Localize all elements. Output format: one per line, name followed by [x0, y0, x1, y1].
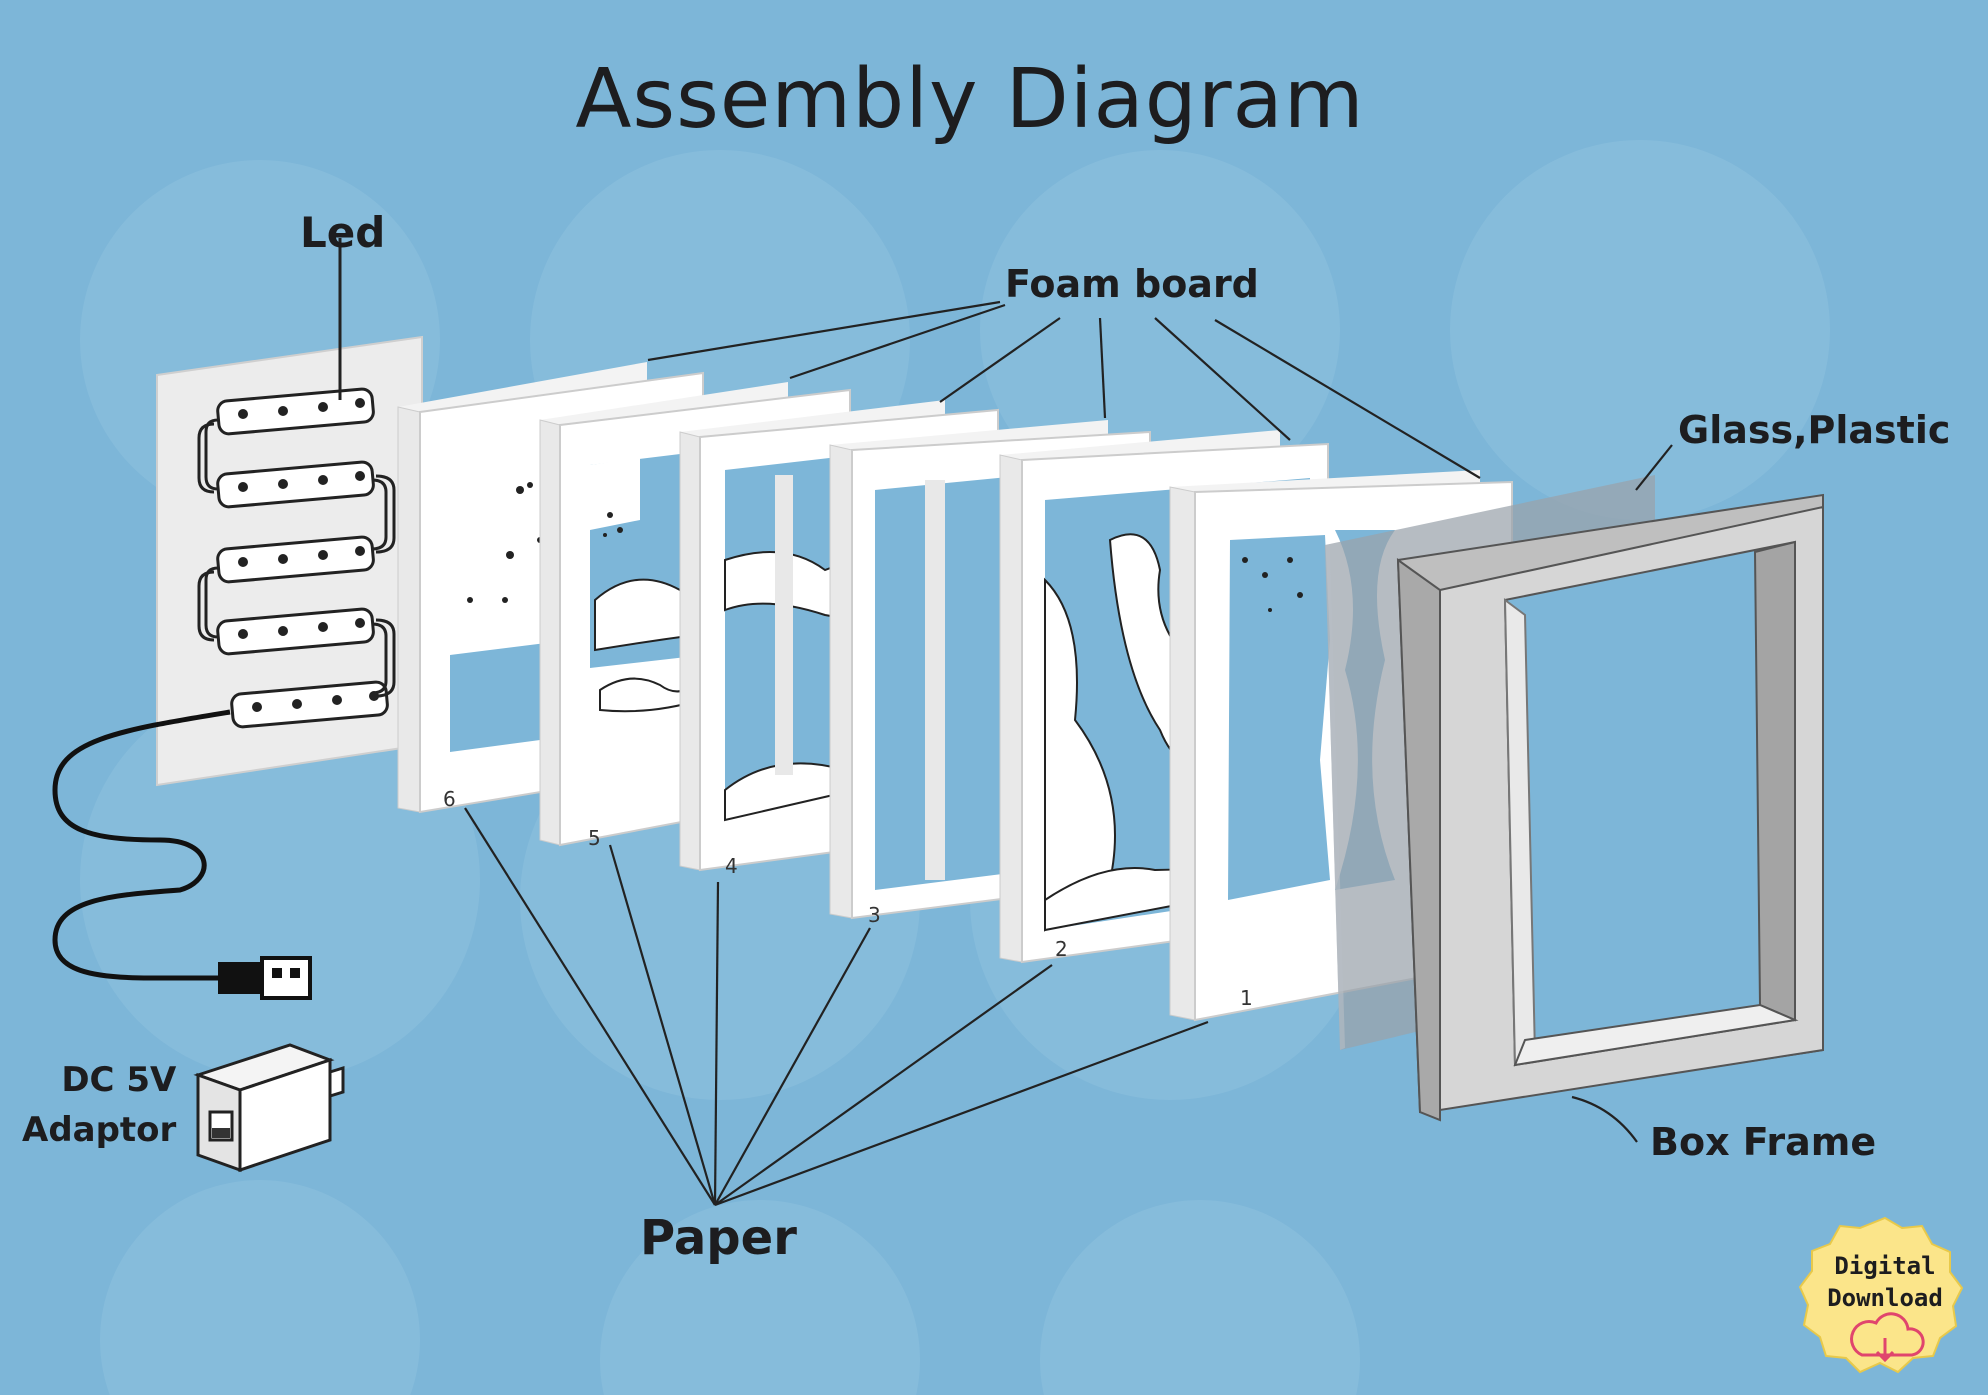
paper-number-1: 1: [1240, 986, 1253, 1010]
led-strips: [216, 387, 389, 729]
usb-plug-icon: [218, 956, 312, 1000]
box-frame-leader-line: [1571, 1095, 1638, 1143]
paper-number-2: 2: [1055, 937, 1068, 961]
digital-download-badge: [1798, 1216, 1964, 1374]
foam-board-leader-lines: [647, 300, 1481, 479]
led-dots: [238, 398, 379, 712]
led-panel: [156, 238, 423, 787]
adaptor-label-line1: DC 5V: [61, 1060, 177, 1100]
paper-number-4: 4: [725, 854, 738, 878]
cloud-download-icon: [1850, 1312, 1925, 1363]
adaptor-label-line2: Adaptor: [22, 1110, 177, 1150]
paper-number-6: 6: [443, 787, 456, 811]
glass-leader-line: [1635, 444, 1673, 491]
paper-number-3: 3: [868, 903, 881, 927]
badge-line1: Digital: [1834, 1252, 1936, 1280]
paper-number-5: 5: [588, 826, 601, 850]
badge-line2: Download: [1827, 1284, 1943, 1312]
box-frame-label: Box Frame: [1650, 1120, 1877, 1164]
adaptor-label: DC 5V Adaptor: [22, 1055, 176, 1155]
paper-leader-lines: [464, 807, 1209, 1207]
digital-download-badge-text: Digital Download: [1795, 1215, 1975, 1385]
led-label: Led: [300, 208, 386, 257]
led-connectors: [197, 418, 396, 698]
diagram-title: Assembly Diagram: [575, 52, 1365, 147]
usb-cable: [52, 709, 231, 981]
paper-label: Paper: [640, 1210, 797, 1266]
glass-plastic-label: Glass,Plastic: [1678, 408, 1951, 452]
foam-board-label: Foam board: [1005, 262, 1259, 306]
box-frame: [1396, 493, 1824, 1122]
adaptor-icon: [193, 1043, 345, 1173]
